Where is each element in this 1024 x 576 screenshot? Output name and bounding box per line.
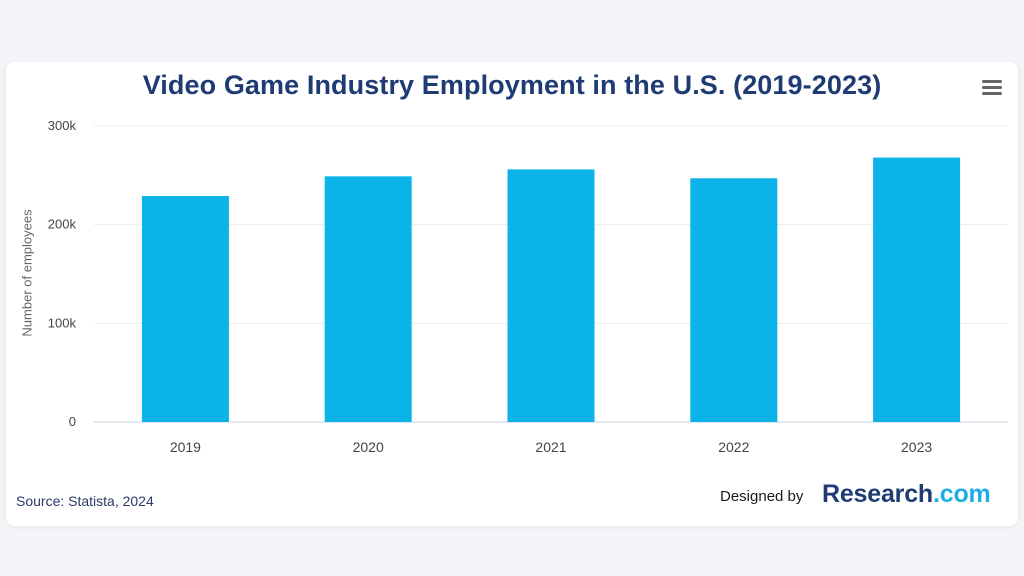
bars <box>141 157 961 422</box>
x-tick-label: 2022 <box>718 439 749 455</box>
source-note: Source: Statista, 2024 <box>16 493 154 509</box>
x-tick-label: 2020 <box>353 439 384 455</box>
designed-by-label: Designed by <box>720 488 804 505</box>
bar-2023[interactable] <box>873 157 961 422</box>
x-tick-label: 2019 <box>170 439 201 455</box>
x-tick-label: 2023 <box>901 439 932 455</box>
brand-main: Research <box>822 480 933 508</box>
y-axis-title: Number of employees <box>19 209 35 337</box>
bar-2022[interactable] <box>690 178 778 422</box>
bar-2020[interactable] <box>324 176 412 422</box>
chart-title: Video Game Industry Employment in the U.… <box>142 70 882 100</box>
brand-logo[interactable]: Research.com <box>822 480 991 509</box>
hamburger-menu-icon[interactable] <box>982 80 1002 98</box>
bar-2019[interactable] <box>141 196 229 422</box>
y-axis-ticks: 0 100k 200k 300k <box>48 118 77 429</box>
y-tick-label: 300k <box>48 118 77 133</box>
y-tick-label: 0 <box>69 414 76 429</box>
y-tick-label: 100k <box>48 315 77 330</box>
brand-dot: . <box>932 480 940 508</box>
brand-tld: com <box>939 480 991 508</box>
x-tick-label: 2021 <box>535 439 566 455</box>
x-axis-ticks: 2019 2020 2021 2022 2023 <box>170 439 933 455</box>
y-tick-label: 200k <box>48 217 77 232</box>
bar-2021[interactable] <box>507 169 595 422</box>
